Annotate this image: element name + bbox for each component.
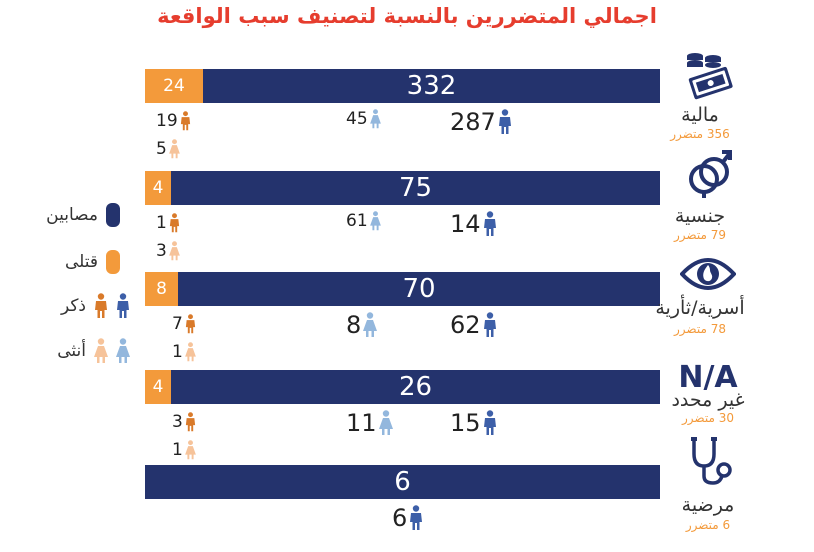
- killed-female-count: 1: [172, 440, 196, 460]
- injured-bar: [145, 465, 660, 499]
- category-total-financial: 356 متضرر: [670, 127, 730, 141]
- male-icon: [185, 314, 195, 334]
- injured-male-count-value: 6: [392, 504, 408, 532]
- injured-bar: [203, 69, 660, 103]
- male-icon: [483, 410, 496, 435]
- male-injured-icon: [117, 293, 129, 318]
- injured-male-count-value: 14: [450, 210, 481, 238]
- injured-female-count: 61: [346, 211, 381, 231]
- injured-female-count-value: 8: [346, 311, 362, 339]
- legend-killed-label: قتلى: [64, 252, 98, 272]
- stethoscope-icon: [691, 437, 732, 485]
- injured-bar: [171, 370, 660, 404]
- injured-bar: [171, 171, 660, 205]
- injured-male-count: 14: [450, 211, 497, 237]
- legend-injured-label: مصابين: [46, 205, 98, 225]
- killed-value-label: 4: [152, 377, 164, 397]
- killed-male-count-value: 7: [172, 314, 183, 334]
- category-total-illness: 6 متضرر: [685, 518, 731, 532]
- legend-killed-swatch: [106, 250, 120, 274]
- killed-female-count-value: 5: [156, 139, 167, 159]
- killed-male-count: 7: [172, 314, 196, 334]
- injured-female-count-value: 61: [346, 211, 368, 231]
- killed-male-count-value: 3: [172, 412, 183, 432]
- injured-male-count: 62: [450, 312, 497, 338]
- injured-female-count: 11: [346, 410, 393, 436]
- female-icon: [378, 410, 393, 435]
- male-icon: [498, 109, 511, 134]
- killed-male-count: 3: [172, 412, 196, 432]
- legend-female: أنثى: [24, 338, 130, 364]
- killed-female-count: 3: [156, 241, 180, 261]
- injured-value-label: 70: [402, 274, 436, 304]
- killed-female-count-value: 1: [172, 440, 183, 460]
- male-icon: [483, 211, 496, 236]
- female-icon: [184, 342, 196, 362]
- injured-male-count-value: 62: [450, 311, 481, 339]
- money-icon: [687, 53, 733, 100]
- female-icon: [363, 312, 378, 337]
- killed-value-label: 4: [152, 178, 164, 198]
- killed-female-count: 1: [172, 342, 196, 362]
- injured-female-count-value: 45: [346, 109, 368, 129]
- legend-female-label: أنثى: [57, 341, 86, 361]
- legend-male-label: ذكر: [60, 296, 86, 316]
- killed-value-label: 24: [163, 76, 185, 96]
- injured-value-label: 6: [394, 467, 411, 497]
- legend-injured-swatch: [106, 203, 120, 227]
- injured-value-label: 26: [398, 372, 433, 402]
- killed-bar: [145, 69, 203, 103]
- male-icon: [180, 111, 190, 131]
- category-total-undetermined: 30 متضرر: [682, 411, 734, 425]
- legend-injured: مصابين: [30, 203, 120, 227]
- killed-male-count-value: 1: [156, 213, 167, 233]
- gender-icon: [689, 150, 732, 198]
- na-label: N/A: [678, 360, 738, 395]
- category-label-family: أسرية/ثأرية: [655, 297, 745, 319]
- killed-female-count: 5: [156, 139, 180, 159]
- injured-female-count: 8: [346, 311, 378, 339]
- chart-title: اجمالي المتضررين بالنسبة لتصنيف سبب الوا…: [157, 4, 657, 28]
- male-killed-icon: [95, 293, 107, 318]
- male-icon: [185, 412, 195, 432]
- category-total-family: 78 متضرر: [674, 322, 726, 336]
- killed-female-count-value: 3: [156, 241, 167, 261]
- injured-value-label: 332: [406, 71, 457, 101]
- injured-male-count: 287: [450, 109, 512, 135]
- injured-bar: [178, 272, 660, 306]
- legend-male: ذكر: [30, 293, 130, 319]
- category-label-sexual: جنسية: [674, 205, 726, 227]
- killed-bar: [145, 370, 171, 404]
- killed-bar: [145, 272, 178, 306]
- female-icon: [369, 211, 381, 231]
- category-label-illness: مرضية: [681, 494, 735, 516]
- killed-bar: [145, 171, 171, 205]
- legend-killed: قتلى: [30, 250, 120, 274]
- injured-value-label: 75: [398, 173, 433, 203]
- injured-male-count-value: 287: [450, 108, 496, 136]
- category-label-financial: مالية: [681, 104, 719, 126]
- injured-male-count-value: 15: [450, 409, 481, 437]
- female-icon: [168, 241, 180, 261]
- killed-male-count: 1: [156, 213, 180, 233]
- injured-female-count-value: 11: [346, 409, 377, 437]
- female-icon: [168, 139, 180, 159]
- killed-value-label: 8: [156, 279, 167, 299]
- female-injured-icon: [116, 338, 130, 363]
- female-icon: [369, 109, 381, 129]
- category-total-sexual: 79 متضرر: [674, 228, 726, 242]
- injured-male-count: 15: [450, 410, 497, 436]
- killed-male-count: 19: [156, 111, 191, 131]
- male-icon: [483, 312, 496, 337]
- killed-female-count-value: 1: [172, 342, 183, 362]
- injured-female-count: 45: [346, 109, 381, 129]
- injured-male-count: 6: [392, 505, 423, 531]
- killed-male-count-value: 19: [156, 111, 178, 131]
- male-icon: [410, 505, 423, 530]
- male-icon: [169, 213, 179, 233]
- category-label-undetermined: غير محدد: [671, 389, 745, 411]
- female-killed-icon: [94, 338, 108, 363]
- female-icon: [184, 440, 196, 460]
- eye-fire-icon: [680, 258, 736, 290]
